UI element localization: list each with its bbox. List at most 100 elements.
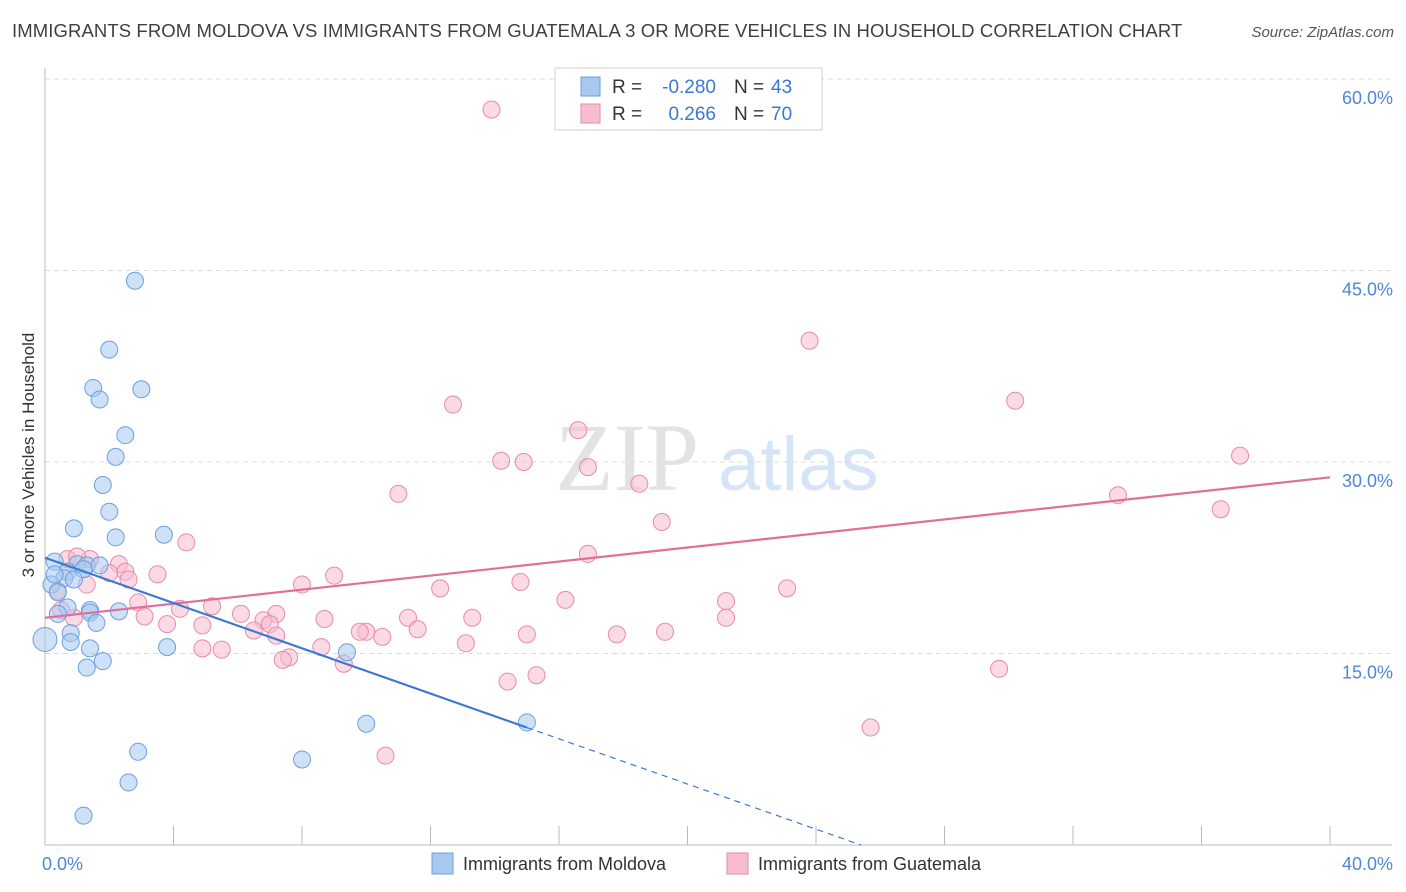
- y-axis-label: 3 or more Vehicles in Household: [19, 333, 38, 578]
- moldova-point: [116, 426, 135, 445]
- guatemala-point: [148, 565, 167, 584]
- moldova-points: [32, 271, 536, 825]
- guatemala-point: [456, 634, 475, 653]
- guatemala-point: [135, 607, 154, 626]
- x-tick-label: 0.0%: [42, 854, 83, 874]
- guatemala-point: [376, 746, 395, 765]
- guatemala-point: [350, 622, 369, 641]
- guatemala-point: [717, 592, 736, 611]
- guatemala-point: [193, 616, 212, 635]
- guatemala-point: [325, 566, 344, 585]
- guatemala-point: [656, 622, 675, 641]
- guatemala-point: [373, 627, 392, 646]
- guatemala-point: [482, 100, 501, 119]
- x-tick-label: 40.0%: [1342, 854, 1393, 874]
- y-tick-labels: 15.0% 30.0% 45.0% 60.0%: [1342, 88, 1393, 683]
- moldova-trend-extension: [526, 726, 862, 846]
- guatemala-point: [177, 533, 196, 552]
- moldova-point: [90, 556, 109, 575]
- guatemala-point: [443, 395, 462, 414]
- guatemala-point: [193, 639, 212, 658]
- guatemala-point: [212, 640, 231, 659]
- guatemala-point: [231, 604, 250, 623]
- moldova-point: [154, 525, 173, 544]
- moldova-point: [77, 658, 96, 677]
- moldova-point: [48, 583, 67, 602]
- watermark-atlas: atlas: [718, 422, 879, 507]
- x-tick-labels: 0.0% 40.0%: [42, 854, 1393, 874]
- guatemala-point: [569, 421, 588, 440]
- moldova-point: [517, 713, 536, 732]
- moldova-point: [74, 806, 93, 825]
- axes: [44, 68, 1392, 846]
- legend-guatemala-label: Immigrants from Guatemala: [758, 854, 982, 874]
- guatemala-point: [399, 608, 418, 627]
- moldova-point: [45, 565, 64, 584]
- guatemala-point: [273, 650, 292, 669]
- guatemala-point: [203, 597, 222, 616]
- guatemala-point: [408, 620, 427, 639]
- guatemala-point: [652, 513, 671, 532]
- guatemala-r-label: R =: [612, 104, 642, 125]
- watermark: ZIP atlas: [555, 404, 879, 511]
- moldova-point: [93, 652, 112, 671]
- moldova-swatch: [580, 76, 601, 97]
- guatemala-point: [463, 608, 482, 627]
- guatemala-point: [1211, 500, 1230, 519]
- moldova-r-value: -0.280: [662, 77, 716, 98]
- guatemala-point: [556, 590, 575, 609]
- moldova-point: [64, 570, 83, 589]
- moldova-point: [32, 626, 58, 652]
- moldova-point: [93, 475, 112, 494]
- guatemala-point: [431, 579, 450, 598]
- guatemala-point: [389, 484, 408, 503]
- chart-title: IMMIGRANTS FROM MOLDOVA VS IMMIGRANTS FR…: [12, 20, 1183, 41]
- moldova-point: [106, 528, 125, 547]
- moldova-point: [100, 502, 119, 521]
- moldova-point: [125, 271, 144, 290]
- moldova-point: [357, 714, 376, 733]
- guatemala-r-value: 0.266: [668, 104, 716, 125]
- moldova-point: [80, 639, 99, 658]
- moldova-n-label: N =: [734, 77, 764, 98]
- guatemala-point: [511, 573, 530, 592]
- guatemala-point: [778, 579, 797, 598]
- moldova-point: [293, 750, 311, 769]
- y-tick-label: 60.0%: [1342, 88, 1393, 108]
- moldova-point: [158, 638, 177, 657]
- source-credit: Source: ZipAtlas.com: [1251, 24, 1394, 41]
- stats-legend: R = -0.280 N = 43 R = 0.266 N = 70: [554, 67, 823, 131]
- guatemala-point: [514, 453, 533, 471]
- guatemala-point: [717, 608, 736, 627]
- guatemala-point: [492, 451, 511, 470]
- moldova-point: [90, 390, 109, 409]
- guatemala-point: [315, 610, 334, 629]
- guatemala-n-label: N =: [734, 104, 764, 125]
- guatemala-point: [498, 672, 517, 691]
- guatemala-point: [158, 615, 177, 634]
- guatemala-point: [578, 458, 597, 477]
- moldova-point: [61, 633, 80, 652]
- legend-moldova-label: Immigrants from Moldova: [463, 854, 667, 874]
- guatemala-point: [861, 718, 880, 737]
- y-tick-label: 30.0%: [1342, 471, 1393, 491]
- moldova-point: [119, 773, 138, 792]
- guatemala-swatch: [580, 103, 601, 124]
- y-tick-label: 45.0%: [1342, 280, 1393, 300]
- legend-moldova-swatch: [431, 852, 454, 875]
- moldova-point: [129, 742, 148, 761]
- guatemala-point: [1006, 391, 1025, 410]
- guatemala-point: [630, 474, 649, 493]
- gridlines: [45, 78, 1392, 654]
- y-tick-label: 15.0%: [1342, 663, 1393, 683]
- moldova-point: [337, 643, 356, 662]
- guatemala-point: [527, 666, 546, 685]
- moldova-point: [87, 613, 106, 632]
- guatemala-point: [607, 625, 626, 644]
- moldova-n-value: 43: [771, 77, 792, 98]
- guatemala-point: [990, 659, 1009, 678]
- guatemala-trend-line: [44, 476, 1331, 619]
- series-legend: Immigrants from Moldova Immigrants from …: [431, 852, 982, 875]
- moldova-point: [48, 604, 67, 623]
